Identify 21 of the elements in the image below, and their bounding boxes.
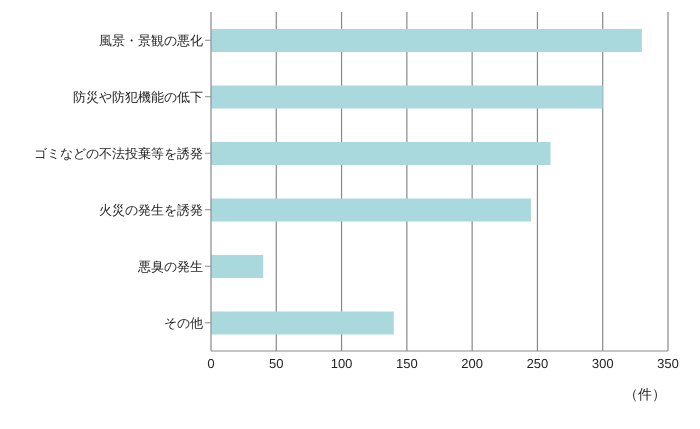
y-tick-label: 風景・景観の悪化: [99, 32, 203, 48]
y-tick-label: 悪臭の発生: [137, 258, 203, 274]
bar: [211, 198, 531, 222]
x-tick-label: 250: [526, 356, 548, 372]
y-tick-label: その他: [164, 315, 203, 330]
y-tick-label: ゴミなどの不法投棄等を誘発: [34, 146, 203, 161]
y-tick-label: 火災の発生を誘発: [99, 202, 203, 218]
x-tick-label: 0: [207, 356, 215, 372]
x-tick-label: 350: [657, 356, 679, 372]
bar: [211, 254, 264, 278]
x-tick-label: 100: [330, 356, 352, 372]
x-tick-label: 300: [592, 356, 614, 372]
x-tick-label: 200: [461, 356, 483, 372]
x-tick-label: 50: [269, 356, 284, 372]
bar: [211, 28, 642, 52]
bar: [211, 142, 550, 165]
bar: [211, 85, 603, 108]
bar: [211, 311, 394, 334]
x-tick-label: 150: [396, 356, 418, 372]
x-axis-title: （件）: [624, 386, 666, 402]
y-tick-label: 防災や防犯機能の低下: [73, 89, 203, 104]
